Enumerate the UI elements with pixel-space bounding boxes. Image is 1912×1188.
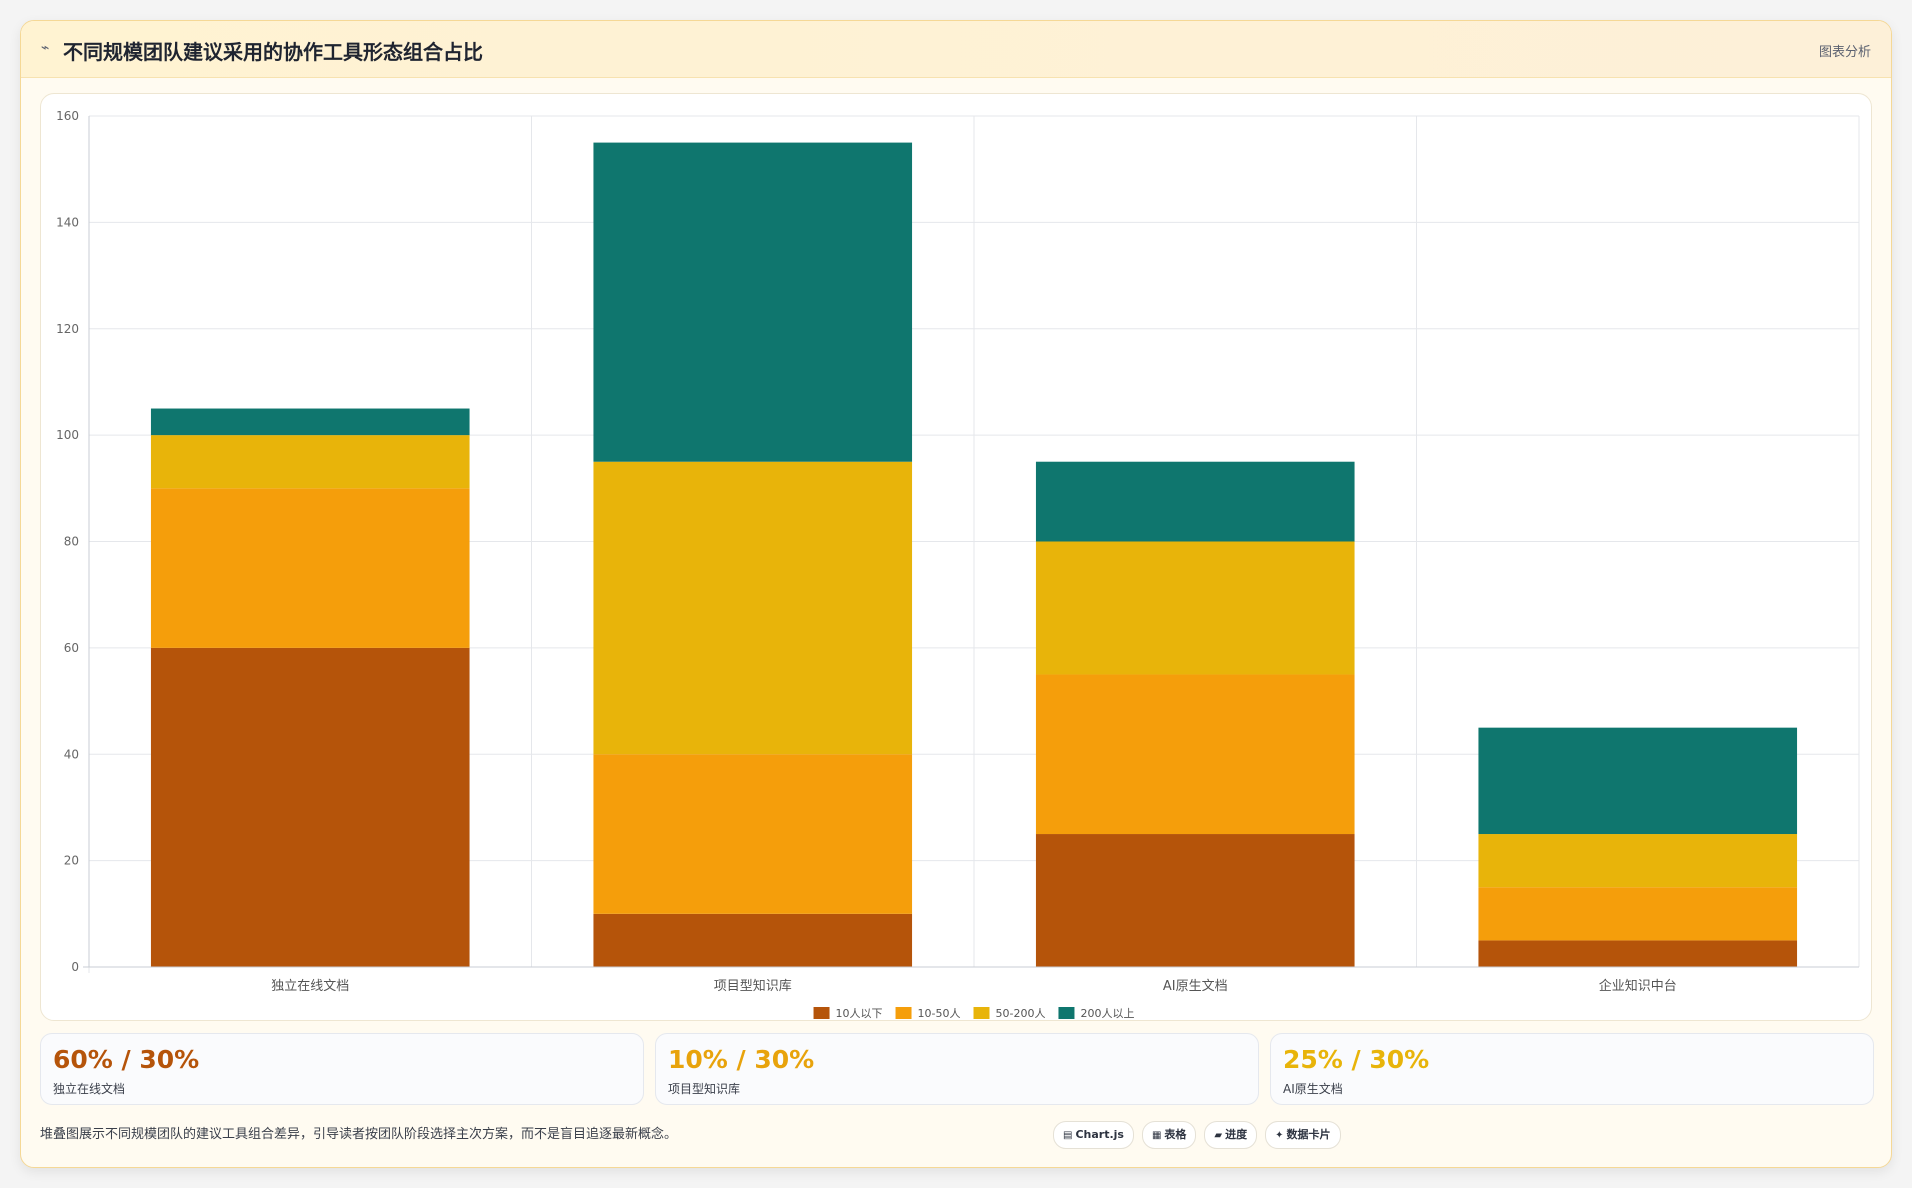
progress-icon: ▰ bbox=[1214, 1130, 1223, 1141]
legend-swatch bbox=[973, 1007, 990, 1019]
y-tick-label: 100 bbox=[56, 428, 79, 442]
y-tick-label: 160 bbox=[56, 109, 79, 123]
stat-card: 60% / 30% 独立在线文档 bbox=[40, 1033, 644, 1105]
bar-segment bbox=[1035, 674, 1355, 835]
y-tick-label: 20 bbox=[64, 854, 79, 868]
legend-item: 10人以下 bbox=[813, 1007, 883, 1020]
y-tick-label: 120 bbox=[56, 322, 79, 336]
legend-swatch bbox=[813, 1007, 830, 1019]
legend-label: 200人以上 bbox=[1080, 1007, 1134, 1020]
legend-item: 50-200人 bbox=[973, 1007, 1046, 1020]
chip-progress[interactable]: ▰ 进度 bbox=[1204, 1121, 1258, 1149]
table-icon: ▦ bbox=[1151, 1130, 1162, 1141]
bars-layer bbox=[150, 142, 1798, 967]
stat-value: 60% / 30% bbox=[53, 1045, 200, 1074]
chip-label: Chart.js bbox=[1075, 1128, 1124, 1141]
legend-label: 10人以下 bbox=[836, 1007, 883, 1020]
chart-legend: 10人以下 10-50人 50-200人 200人以上 bbox=[813, 1007, 1134, 1020]
stacked-bar-chart: 0 20 40 60 80 100 120 140 160 独立在线文档 项目型知识库 AI原生文档 企… bbox=[56, 109, 1860, 1020]
chart-icon: ▤ bbox=[1063, 1130, 1073, 1141]
bar-segment bbox=[593, 913, 913, 967]
stat-card: 25% / 30% AI原生文档 bbox=[1270, 1033, 1874, 1105]
chart-line-icon: ⌁ bbox=[41, 40, 50, 56]
bar-segment bbox=[150, 488, 470, 648]
y-tick-label: 80 bbox=[64, 535, 79, 549]
legend-item: 10-50人 bbox=[895, 1007, 961, 1020]
y-tick-label: 60 bbox=[64, 641, 79, 655]
stat-value: 10% / 30% bbox=[668, 1045, 815, 1074]
legend-label: 10-50人 bbox=[918, 1007, 961, 1020]
bar-segment bbox=[1478, 727, 1798, 835]
stat-value: 25% / 30% bbox=[1283, 1045, 1430, 1074]
x-tick-label: 企业知识中台 bbox=[1599, 978, 1677, 994]
chip-label: 进度 bbox=[1225, 1128, 1248, 1141]
bar-segment bbox=[150, 647, 470, 967]
bar-segment bbox=[150, 408, 470, 436]
chart-card: 0 20 40 60 80 100 120 140 160 独立在线文档 项目型知识库 AI原生文档 企… bbox=[40, 93, 1872, 1021]
bar-segment bbox=[1035, 834, 1355, 967]
bar-segment bbox=[593, 142, 913, 462]
chip-data-card[interactable]: ✦ 数据卡片 bbox=[1265, 1121, 1341, 1149]
axis-layer: 0 20 40 60 80 100 120 140 160 独立在线文档 项目型知识库 AI原生文档 企… bbox=[56, 109, 1859, 994]
bar-segment bbox=[1478, 940, 1798, 967]
panel-header: ⌁ 不同规模团队建议采用的协作工具形态组合占比 图表分析 bbox=[21, 21, 1891, 78]
card-icon: ✦ bbox=[1275, 1130, 1284, 1141]
panel-tag: 图表分析 bbox=[1818, 45, 1871, 60]
chip-table[interactable]: ▦ 表格 bbox=[1141, 1121, 1197, 1149]
x-tick-label: AI原生文档 bbox=[1163, 979, 1228, 994]
stat-card: 10% / 30% 项目型知识库 bbox=[655, 1033, 1259, 1105]
bar-segment bbox=[593, 461, 913, 755]
stat-label: 项目型知识库 bbox=[668, 1082, 741, 1096]
tech-chips: ▤ Chart.js ▦ 表格 ▰ 进度 ✦ 数据卡片 bbox=[1053, 1121, 1349, 1151]
legend-item: 200人以上 bbox=[1058, 1007, 1134, 1020]
bar-segment bbox=[1478, 834, 1798, 888]
legend-label: 50-200人 bbox=[996, 1007, 1046, 1020]
chip-chartjs[interactable]: ▤ Chart.js bbox=[1053, 1121, 1134, 1149]
stat-label: 独立在线文档 bbox=[53, 1082, 126, 1096]
chart-panel: ⌁ 不同规模团队建议采用的协作工具形态组合占比 图表分析 0 20 40 60 80 10… bbox=[20, 20, 1892, 1168]
panel-title: 不同规模团队建议采用的协作工具形态组合占比 bbox=[63, 40, 483, 64]
y-tick-label: 40 bbox=[64, 747, 79, 761]
bar-segment bbox=[150, 435, 470, 489]
bar-segment bbox=[593, 754, 913, 914]
x-tick-label: 项目型知识库 bbox=[714, 978, 792, 994]
stat-label: AI原生文档 bbox=[1283, 1082, 1343, 1096]
legend-swatch bbox=[895, 1007, 912, 1019]
x-tick-label: 独立在线文档 bbox=[271, 979, 349, 994]
bar-segment bbox=[1478, 887, 1798, 941]
y-tick-label: 140 bbox=[56, 215, 79, 229]
chip-label: 数据卡片 bbox=[1286, 1128, 1331, 1141]
chip-label: 表格 bbox=[1164, 1128, 1187, 1141]
y-tick-label: 0 bbox=[71, 960, 79, 974]
footer-note: 堆叠图展示不同规模团队的建议工具组合差异，引导读者按团队阶段选择主次方案，而不是… bbox=[40, 1127, 678, 1142]
legend-swatch bbox=[1058, 1007, 1075, 1019]
bar-segment bbox=[1035, 541, 1355, 675]
bar-segment bbox=[1035, 461, 1355, 542]
